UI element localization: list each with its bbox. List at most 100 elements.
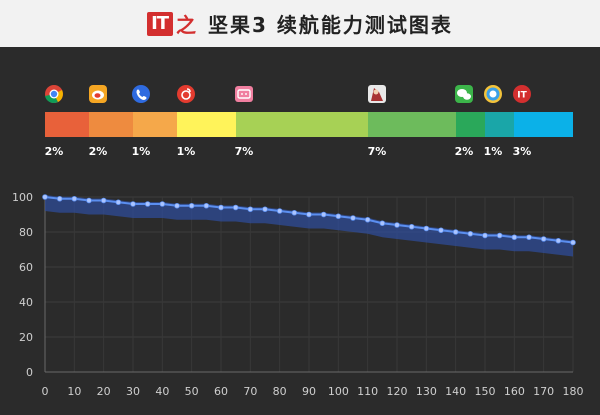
battery-point: [188, 202, 195, 209]
logo-it-text: IT: [147, 11, 174, 36]
ithome-icon: IT: [513, 85, 531, 103]
battery-point: [247, 206, 254, 213]
battery-point: [526, 234, 532, 241]
battery-chart-svg: IT 2% 2% 1% 1% 7% 7% 2% 1% 3% 0 20 40 60 80 100 0 10 20…: [12, 85, 584, 398]
usage-percent-label: 1%: [484, 145, 503, 158]
battery-point: [438, 227, 444, 234]
usage-segment-4: [236, 112, 368, 137]
x-tick-label: 80: [273, 385, 287, 398]
usage-percent-label: 2%: [89, 145, 108, 158]
battery-point: [423, 225, 430, 232]
x-tick-label: 100: [328, 385, 349, 398]
usage-segment-8: [514, 112, 573, 137]
app-usage-bar: [45, 112, 573, 137]
usage-segment-1: [89, 112, 133, 137]
usage-segment-0: [45, 112, 89, 137]
battery-point: [144, 201, 151, 207]
chart-grid: [44, 195, 574, 373]
battery-point: [174, 202, 180, 209]
app-usage-labels: 2% 2% 1% 1% 7% 7% 2% 1% 3%: [45, 145, 532, 158]
x-tick-label: 50: [185, 385, 199, 398]
svg-text:IT: IT: [517, 91, 527, 101]
x-tick-label: 70: [243, 385, 257, 398]
battery-point: [276, 208, 283, 214]
phone-icon: [132, 85, 150, 103]
battery-point: [100, 197, 107, 204]
x-tick-label: 40: [155, 385, 169, 398]
usage-segment-5: [368, 112, 456, 137]
x-tick-label: 160: [504, 385, 525, 398]
y-axis: 0 20 40 60 80 100: [12, 191, 33, 379]
y-tick-label: 80: [19, 226, 33, 239]
ithome-logo: IT 之: [147, 9, 196, 38]
usage-percent-label: 7%: [368, 145, 387, 158]
battery-point: [42, 194, 48, 200]
x-tick-label: 60: [214, 385, 228, 398]
x-tick-label: 120: [387, 385, 408, 398]
usage-percent-label: 7%: [235, 145, 254, 158]
chart-header: IT 之 坚果3 续航能力测试图表: [0, 0, 600, 47]
y-tick-label: 0: [26, 366, 33, 379]
battery-point: [232, 204, 239, 211]
x-tick-label: 140: [445, 385, 466, 398]
battery-point: [291, 209, 298, 216]
x-tick-label: 20: [97, 385, 111, 398]
bilibili-icon: [235, 86, 253, 102]
usage-percent-label: 3%: [513, 145, 532, 158]
netease-music-icon: [177, 85, 195, 103]
battery-point: [306, 211, 312, 218]
x-axis: 0 10 20 30 40 50 60 70 80 90 100 110 120 130 140 150 160…: [42, 385, 584, 398]
x-tick-label: 0: [42, 385, 49, 398]
battery-point: [218, 204, 224, 211]
logo-zhi-text: 之: [176, 13, 197, 37]
battery-point: [262, 206, 268, 213]
battery-point: [159, 201, 166, 207]
usage-segment-3: [177, 112, 236, 137]
x-tick-label: 180: [563, 385, 584, 398]
y-tick-label: 20: [19, 331, 33, 344]
usage-segment-2: [133, 112, 177, 137]
y-tick-label: 60: [19, 261, 33, 274]
x-tick-label: 130: [416, 385, 437, 398]
x-tick-label: 30: [126, 385, 140, 398]
battery-point: [320, 211, 327, 218]
battery-point: [511, 234, 518, 241]
battery-point: [379, 220, 386, 227]
battery-point: [86, 197, 92, 204]
app-usage-icons: IT: [45, 85, 531, 104]
battery-point: [394, 222, 400, 228]
usage-percent-label: 1%: [177, 145, 196, 158]
x-tick-label: 110: [357, 385, 378, 398]
game-icon: [368, 85, 386, 103]
battery-point: [496, 232, 503, 239]
y-tick-label: 40: [19, 296, 33, 309]
chart-area: IT 2% 2% 1% 1% 7% 7% 2% 1% 3% 0 20 40 60 80 100 0 10 20…: [0, 47, 600, 411]
battery-point: [408, 223, 415, 230]
battery-points: [42, 194, 576, 246]
battery-point: [115, 199, 122, 206]
battery-point: [482, 232, 488, 239]
usage-percent-label: 1%: [132, 145, 151, 158]
battery-band-shape: [45, 195, 573, 257]
x-tick-label: 170: [533, 385, 554, 398]
chrome-icon: [45, 85, 63, 104]
usage-percent-label: 2%: [455, 145, 474, 158]
x-tick-label: 90: [302, 385, 316, 398]
battery-point: [555, 237, 562, 244]
y-tick-label: 100: [12, 191, 33, 204]
battery-point: [540, 236, 547, 242]
weibo-icon: [89, 85, 107, 103]
usage-segment-7: [485, 112, 514, 137]
battery-band: [45, 195, 573, 257]
battery-point: [364, 216, 371, 223]
battery-point: [130, 201, 136, 207]
usage-segment-6: [456, 112, 485, 137]
x-tick-label: 10: [67, 385, 81, 398]
battery-point: [350, 215, 356, 221]
battery-point: [467, 230, 474, 237]
battery-point: [452, 229, 459, 235]
battery-point: [71, 195, 78, 202]
browser-icon: [484, 85, 502, 103]
battery-point: [570, 239, 576, 246]
wechat-icon: [455, 85, 473, 103]
